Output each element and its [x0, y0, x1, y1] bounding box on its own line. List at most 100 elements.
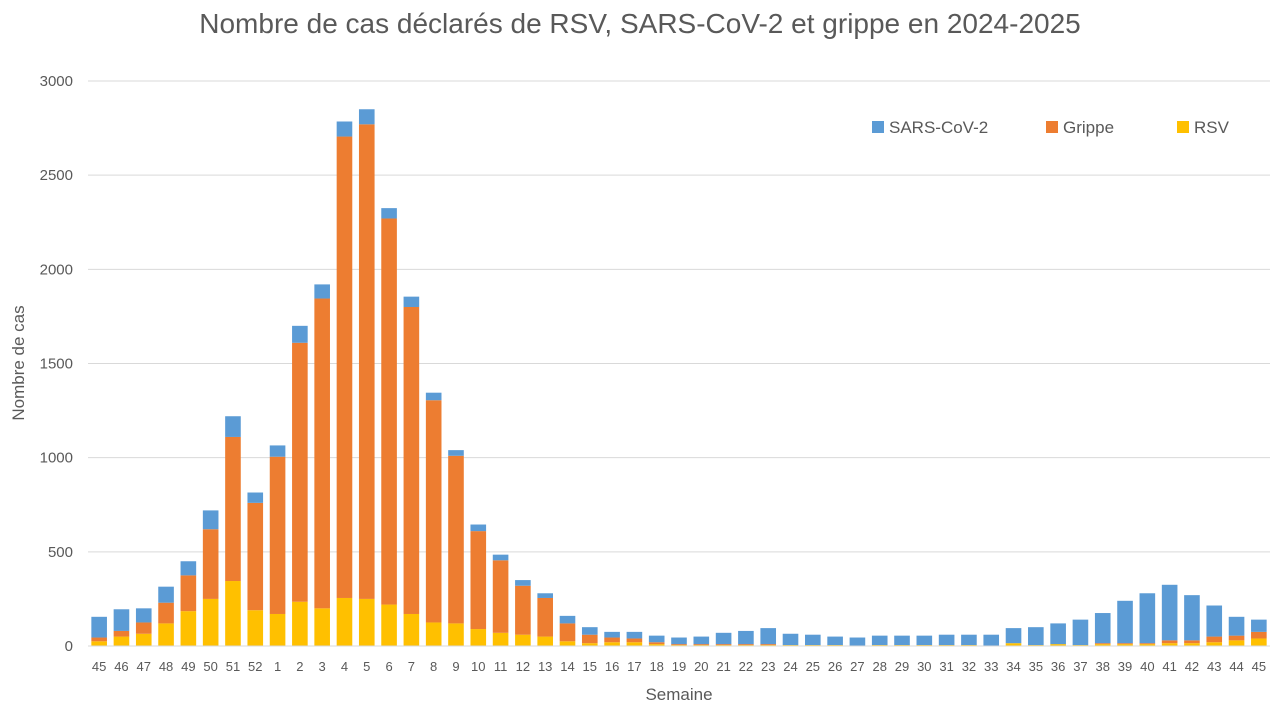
x-tick-label: 48: [159, 659, 173, 674]
bar-sars-cov-2-28: [693, 636, 710, 645]
x-tick-label: 25: [806, 659, 820, 674]
bar-sars-cov-2-34: [827, 636, 843, 646]
bar-sars-cov-2-2: [113, 609, 130, 631]
bar-rsv-5: [180, 611, 197, 646]
bar-rsv-18: [470, 629, 487, 646]
bar-grippe-23: [581, 634, 598, 644]
bar-rsv-44: [1050, 644, 1066, 646]
x-tick-label: 50: [203, 659, 217, 674]
bar-sars-cov-2-40: [961, 634, 977, 646]
bar-sars-cov-2-11: [314, 284, 330, 299]
bar-grippe-25: [626, 638, 643, 643]
bar-grippe-14: [381, 218, 397, 605]
bar-sars-cov-2-9: [269, 445, 286, 457]
legend-swatch-rsv: [1177, 121, 1189, 133]
bar-grippe-18: [470, 531, 487, 630]
legend-swatch-sars-cov-2: [872, 121, 884, 133]
bar-grippe-13: [358, 124, 375, 599]
x-tick-label: 22: [739, 659, 753, 674]
bar-grippe-47: [1117, 643, 1133, 645]
bar-grippe-27: [671, 644, 687, 646]
x-tick-label: 10: [471, 659, 485, 674]
bar-rsv-14: [381, 604, 397, 646]
bar-grippe-50: [1184, 640, 1200, 644]
x-tick-label: 45: [1252, 659, 1266, 674]
x-tick-label: 44: [1229, 659, 1243, 674]
bar-grippe-9: [269, 456, 286, 614]
bar-sars-cov-2-27: [671, 637, 687, 645]
bar-sars-cov-2-26: [648, 635, 665, 643]
bar-sars-cov-2-12: [336, 121, 353, 137]
x-tick-label: 1: [274, 659, 281, 674]
bar-grippe-2: [113, 630, 130, 637]
bar-sars-cov-2-5: [180, 561, 197, 576]
bar-sars-cov-2-29: [715, 632, 732, 645]
x-tick-label: 8: [430, 659, 437, 674]
x-tick-label: 23: [761, 659, 775, 674]
y-tick-label: 0: [65, 638, 73, 655]
bar-sars-cov-2-37: [894, 635, 910, 646]
bar-grippe-17: [448, 455, 464, 624]
bar-rsv-8: [247, 610, 264, 646]
y-tick-label: 500: [48, 544, 73, 561]
y-tick-label: 1000: [40, 450, 73, 467]
bar-rsv-25: [626, 642, 643, 646]
bar-rsv-22: [559, 641, 576, 646]
bar-sars-cov-2-33: [805, 634, 821, 646]
x-tick-label: 13: [538, 659, 552, 674]
x-tick-label: 41: [1162, 659, 1176, 674]
bar-grippe-19: [492, 560, 509, 633]
y-axis-label: Nombre de cas: [9, 305, 28, 420]
bar-sars-cov-2-32: [782, 633, 799, 646]
x-tick-label: 40: [1140, 659, 1154, 674]
bar-grippe-53: [1251, 631, 1267, 639]
legend: SARS-CoV-2 Grippe RSV: [872, 118, 1230, 137]
y-tick-label: 2000: [40, 261, 73, 278]
x-tick-label: 29: [895, 659, 909, 674]
bar-sars-cov-2-10: [292, 325, 308, 343]
bar-grippe-6: [202, 529, 219, 599]
bar-sars-cov-2-51: [1206, 605, 1223, 637]
bar-sars-cov-2-4: [158, 586, 174, 603]
x-tick-label: 15: [583, 659, 597, 674]
bar-rsv-11: [314, 608, 330, 646]
x-tick-label: 47: [137, 659, 151, 674]
x-tick-label: 39: [1118, 659, 1132, 674]
bar-rsv-17: [448, 623, 464, 646]
bar-sars-cov-2-21: [537, 593, 553, 598]
bar-rsv-20: [515, 634, 531, 646]
bar-sars-cov-2-8: [247, 492, 264, 503]
y-tick-label: 3000: [40, 73, 73, 90]
bar-sars-cov-2-22: [559, 615, 576, 624]
bar-sars-cov-2-52: [1228, 616, 1245, 636]
bar-rsv-53: [1251, 638, 1267, 646]
bar-sars-cov-2-46: [1094, 613, 1111, 644]
x-tick-label: 51: [226, 659, 240, 674]
legend-label-rsv: RSV: [1194, 118, 1230, 137]
y-tick-label: 2500: [40, 167, 73, 184]
bar-rsv-12: [336, 597, 353, 646]
bar-grippe-49: [1161, 640, 1178, 644]
bar-sars-cov-2-13: [358, 109, 375, 125]
x-tick-label: 36: [1051, 659, 1065, 674]
y-axis-ticks: 0 500 1000 1500 2000 2500 3000: [40, 73, 73, 655]
bar-sars-cov-2-14: [381, 208, 397, 219]
bar-rsv-16: [425, 622, 442, 646]
x-tick-label: 3: [319, 659, 326, 674]
bar-grippe-24: [604, 637, 620, 643]
bar-grippe-22: [559, 623, 576, 642]
bar-rsv-51: [1206, 642, 1223, 646]
bar-sars-cov-2-7: [225, 416, 241, 437]
y-tick-label: 1500: [40, 356, 73, 373]
bar-rsv-2: [113, 636, 130, 646]
bar-sars-cov-2-24: [604, 631, 620, 638]
bar-sars-cov-2-16: [425, 392, 442, 401]
x-tick-label: 14: [560, 659, 574, 674]
bar-sars-cov-2-43: [1028, 627, 1044, 646]
bar-grippe-10: [292, 342, 308, 602]
bar-grippe-26: [648, 642, 665, 645]
x-axis-ticks: 45 46 47 48 49 50 51 52 1 2 3 4 5 6 7 8 9 10 11 12 13 14 15 16 1…: [92, 659, 1266, 674]
bar-rsv-50: [1184, 643, 1200, 646]
bar-sars-cov-2-42: [1005, 628, 1022, 644]
